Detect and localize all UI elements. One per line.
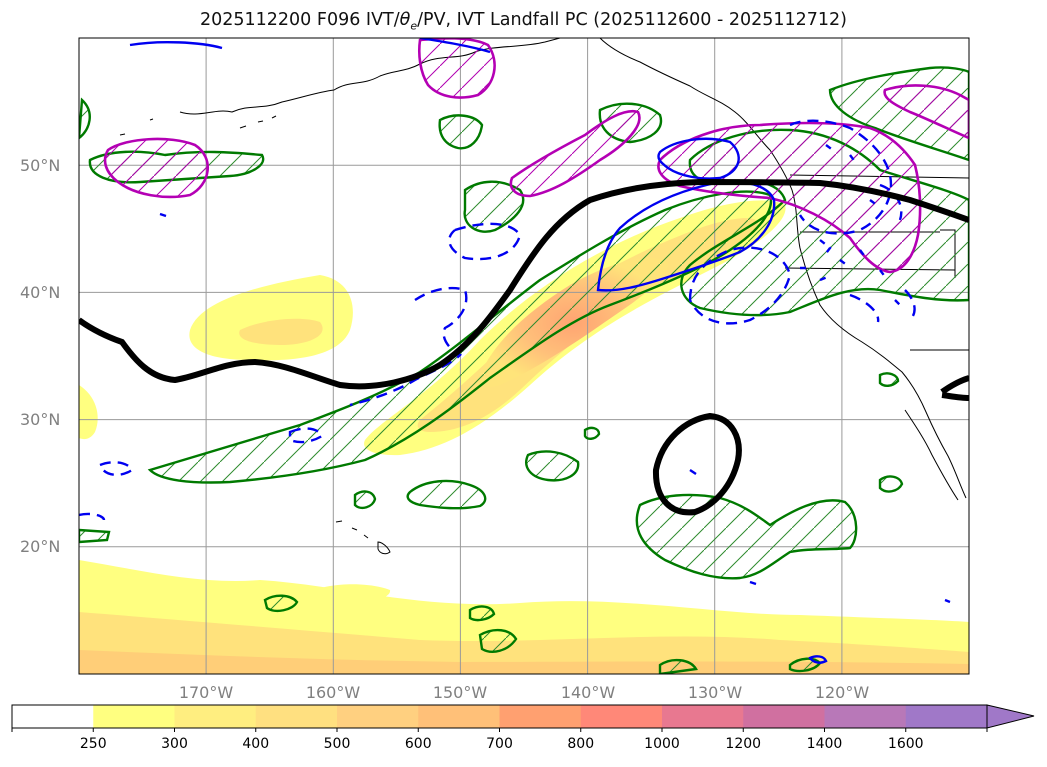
lon-label-170w: 170°W: [179, 683, 234, 702]
magenta-gulf: [509, 109, 641, 198]
thetae-dashed-band: [79, 222, 522, 521]
lon-label-150w: 150°W: [433, 683, 488, 702]
colorbar-segment: [174, 705, 257, 728]
pv-closed-low: [652, 412, 742, 516]
colorbar-extend-arrow: [986, 704, 1035, 729]
colorbar-tick-label: 400: [242, 736, 269, 752]
theta-symbol: θ: [399, 10, 411, 30]
pv-east-edge: [940, 375, 969, 401]
plot-frame: [78, 37, 970, 675]
ivt-west-blob-inner: [239, 318, 323, 345]
colorbar-ticks: 250 300 400 500 600 700 800 1000 1200 1400 1600: [11, 728, 988, 752]
prob-region-midocean: [438, 114, 525, 233]
colorbar-tick-label: 1600: [888, 736, 924, 752]
prob-region-tropics-east: [635, 493, 858, 580]
lat-label-30n: 30°N: [20, 410, 60, 429]
colorbar-tick-label: 500: [324, 736, 351, 752]
magenta-north: [417, 38, 496, 99]
colorbar-tick-label: 250: [80, 736, 107, 752]
colorbar-tick-label: 1000: [644, 736, 680, 752]
lon-label-130w: 130°W: [688, 683, 743, 702]
lat-label-40n: 40°N: [20, 283, 60, 302]
magenta-northwest: [103, 137, 210, 199]
colorbar-segment: [743, 705, 826, 728]
theta-subscript: e: [410, 19, 418, 33]
island-chain: [119, 115, 277, 136]
colorbar-segment: [662, 705, 744, 728]
colorbar-segment: [93, 705, 176, 728]
colorbar-segment: [499, 705, 582, 728]
ivt-left-edge: [79, 385, 98, 440]
colorbar-tick-label: 700: [486, 736, 513, 752]
colorbar-segment: [12, 705, 94, 728]
colorbar-segment: [337, 705, 419, 728]
pv-main-contour: [79, 178, 969, 390]
lon-label-120w: 120°W: [815, 683, 870, 702]
colorbar-tick-label: 600: [405, 736, 432, 752]
ivt-southern-band-core: [79, 650, 969, 674]
colorbar-tick-label: 800: [567, 736, 594, 752]
lat-label-50n: 50°N: [20, 156, 60, 175]
lon-label-160w: 160°W: [306, 683, 361, 702]
thetae-solid-north: [129, 38, 491, 54]
lat-label-20n: 20°N: [20, 537, 60, 556]
magenta-contours: [103, 38, 969, 274]
colorbar-segment: [580, 705, 663, 728]
plot-area: [79, 38, 969, 674]
lat-labels: 20°N 30°N 40°N 50°N: [20, 156, 60, 556]
colorbar-segment: [418, 705, 501, 728]
magenta-far-northeast: [883, 84, 969, 140]
baja-coast: [904, 409, 959, 501]
colorbar-segment: [905, 705, 988, 728]
colorbar: 250 300 400 500 600 700 800 1000 1200 1400 1600: [11, 704, 1035, 752]
colorbar-segment: [255, 705, 338, 728]
pv-contours: [79, 178, 969, 516]
colorbar-tick-label: 300: [161, 736, 188, 752]
map-title: 2025112200 F096 IVT/θe/PV, IVT Landfall …: [199, 10, 848, 33]
lon-labels: 170°W 160°W 150°W 140°W 130°W 120°W: [179, 683, 870, 702]
lon-label-140w: 140°W: [561, 683, 616, 702]
hawaii-islands: [335, 520, 391, 555]
colorbar-segments: [12, 705, 988, 728]
colorbar-tick-label: 1400: [807, 736, 843, 752]
magenta-east-large: [657, 121, 922, 274]
thetae-small: [159, 212, 951, 664]
prob-region-tropics-mid: [406, 450, 580, 510]
colorbar-tick-label: 1200: [725, 736, 761, 752]
thetae-dashed-speckle: [800, 144, 902, 307]
thetae-solid-ar: [596, 180, 776, 292]
thetae-solid-northeast: [657, 137, 740, 180]
colorbar-segment: [824, 705, 907, 728]
ivt-small-blob: [308, 584, 391, 604]
